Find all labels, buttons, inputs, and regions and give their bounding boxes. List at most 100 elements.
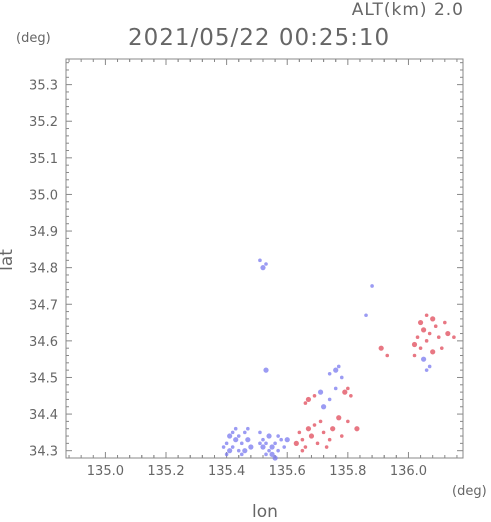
- x-axis-unit: (deg): [452, 484, 487, 499]
- data-point-receding: [452, 335, 456, 340]
- data-point-receding: [339, 434, 344, 438]
- data-point-approaching: [320, 404, 327, 410]
- data-point-receding: [324, 445, 329, 449]
- data-point-receding: [430, 349, 436, 355]
- data-point-approaching: [245, 437, 251, 443]
- data-point-receding: [321, 430, 326, 435]
- y-tick-label: 35.1: [29, 152, 58, 167]
- data-point-receding: [411, 341, 418, 348]
- data-point-approaching: [258, 258, 262, 263]
- data-point-receding: [342, 389, 348, 395]
- data-point-approaching: [246, 426, 250, 431]
- y-tick-label: 34.4: [29, 408, 58, 423]
- data-point-receding: [443, 320, 447, 325]
- data-point-approaching: [248, 444, 254, 450]
- x-tick-label: 136.0: [390, 464, 427, 479]
- data-point-approaching: [242, 448, 248, 454]
- data-point-receding: [424, 339, 429, 343]
- data-point-receding: [445, 330, 451, 337]
- data-point-approaching: [282, 445, 286, 449]
- data-point-receding: [315, 441, 320, 446]
- data-point-receding: [293, 440, 299, 446]
- y-tick-label: 35.0: [29, 188, 58, 203]
- data-point-receding: [297, 430, 302, 435]
- data-point-approaching: [276, 448, 280, 453]
- data-point-approaching: [261, 437, 265, 442]
- x-tick-label: 135.8: [329, 464, 366, 479]
- data-point-receding: [439, 346, 444, 350]
- data-points: [221, 258, 456, 461]
- data-point-approaching: [327, 397, 332, 402]
- data-point-receding: [354, 426, 360, 432]
- y-tick-label: 35.3: [29, 79, 58, 94]
- data-point-approaching: [276, 434, 280, 438]
- data-point-approaching: [424, 368, 429, 372]
- data-point-receding: [385, 353, 390, 358]
- data-point-receding: [421, 327, 427, 333]
- data-point-approaching: [284, 437, 290, 443]
- data-point-approaching: [339, 375, 344, 380]
- data-point-approaching: [317, 389, 324, 395]
- data-point-approaching: [272, 455, 278, 461]
- data-point-approaching: [267, 448, 271, 453]
- data-point-approaching: [269, 451, 275, 457]
- data-point-receding: [349, 393, 353, 398]
- data-point-receding: [300, 448, 305, 453]
- y-tick-label: 34.9: [29, 225, 58, 240]
- data-point-approaching: [364, 313, 368, 318]
- data-point-receding: [418, 346, 423, 350]
- data-point-approaching: [327, 372, 332, 376]
- data-point-receding: [430, 316, 436, 322]
- data-point-receding: [312, 393, 317, 398]
- y-tick-label: 34.7: [29, 298, 58, 313]
- y-tick-label: 34.6: [29, 335, 58, 350]
- data-point-receding: [327, 437, 332, 442]
- data-point-approaching: [239, 441, 244, 446]
- data-point-approaching: [266, 433, 272, 439]
- y-axis-ticks: 34.3 34.4 34.5 34.6 34.7 34.8 34.9 35.0 35.1 35.2…: [29, 62, 463, 460]
- data-point-approaching: [260, 265, 266, 271]
- data-point-approaching: [258, 430, 262, 435]
- data-point-receding: [305, 396, 312, 403]
- data-point-receding: [346, 419, 350, 424]
- x-tick-label: 135.6: [269, 464, 306, 479]
- data-point-receding: [330, 426, 336, 432]
- data-point-approaching: [236, 448, 241, 453]
- data-point-approaching: [269, 444, 275, 450]
- data-point-approaching: [258, 441, 262, 446]
- data-point-receding: [346, 386, 350, 391]
- plot-frame: [65, 58, 464, 459]
- data-point-receding: [415, 335, 420, 340]
- data-point-approaching: [224, 441, 229, 446]
- data-point-approaching: [233, 426, 238, 431]
- chart-title: 2021/05/22 00:25:10: [128, 25, 391, 51]
- data-point-approaching: [230, 430, 235, 435]
- data-point-approaching: [227, 433, 233, 439]
- data-point-receding: [417, 319, 424, 326]
- data-point-approaching: [233, 437, 239, 443]
- x-tick-label: 135.2: [147, 464, 184, 479]
- y-axis-unit: (deg): [16, 31, 51, 46]
- data-point-receding: [308, 433, 315, 439]
- data-point-approaching: [263, 367, 269, 373]
- data-point-receding: [433, 324, 438, 329]
- data-point-receding: [412, 353, 417, 358]
- data-point-receding: [312, 423, 317, 427]
- data-point-receding: [436, 335, 441, 340]
- data-point-receding: [305, 426, 312, 432]
- y-tick-label: 34.5: [29, 371, 58, 386]
- y-tick-label: 35.2: [29, 115, 58, 130]
- data-point-approaching: [260, 444, 266, 450]
- data-point-receding: [427, 331, 432, 336]
- data-point-approaching: [264, 441, 268, 446]
- data-point-approaching: [243, 430, 247, 435]
- data-point-receding: [318, 419, 323, 424]
- data-point-approaching: [227, 448, 233, 454]
- data-point-receding: [300, 437, 305, 442]
- data-point-approaching: [264, 262, 268, 266]
- x-axis-ticks: 135.0 135.2 135.4 135.6 135.8 136.0: [68, 59, 458, 479]
- data-point-approaching: [333, 386, 338, 391]
- y-tick-label: 34.3: [29, 445, 58, 460]
- data-point-approaching: [239, 452, 244, 457]
- data-point-approaching: [264, 452, 268, 457]
